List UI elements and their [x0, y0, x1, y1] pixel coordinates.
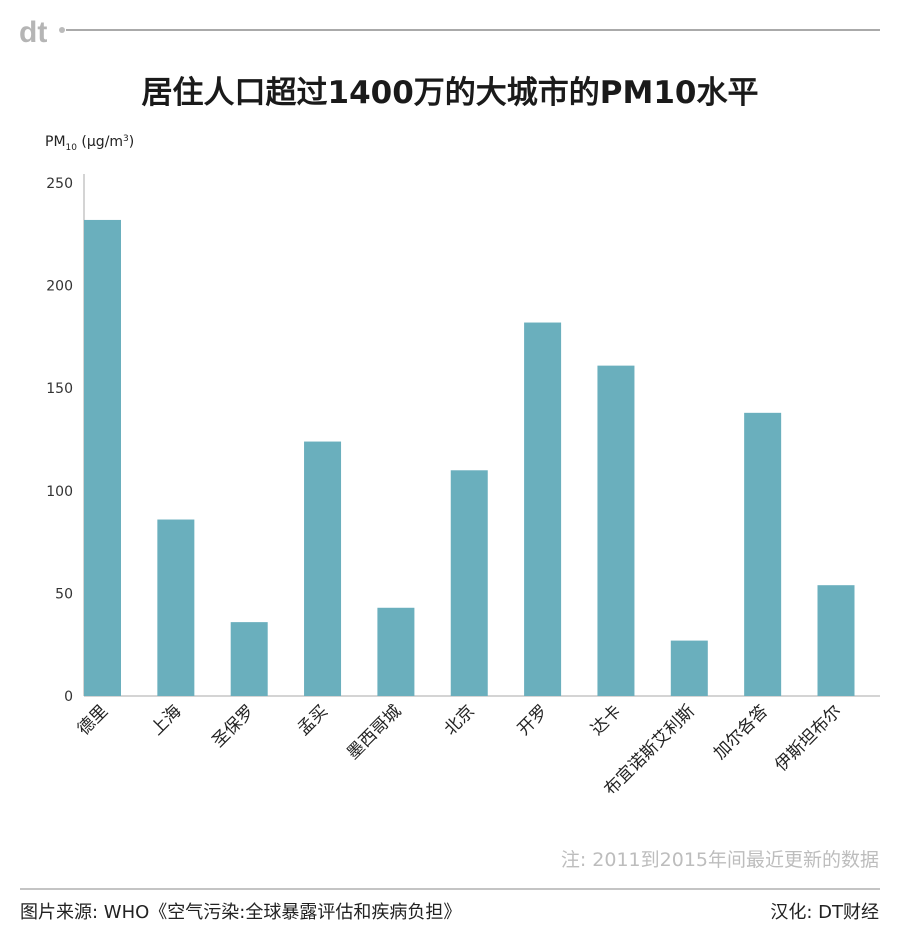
bar [157, 519, 195, 696]
chart-title: 居住人口超过1400万的大城市的PM10水平 [142, 75, 759, 111]
note: 注: 2011到2015年间最近更新的数据 [561, 849, 879, 871]
y-tick-label: 0 [64, 689, 73, 705]
bar [377, 607, 415, 696]
x-tick-label: 上海 [147, 701, 185, 739]
bar [84, 219, 121, 696]
x-tick-label: 圣保罗 [209, 701, 259, 751]
x-tick-label: 加尔各答 [710, 701, 772, 763]
bar [524, 322, 562, 696]
x-tick-label: 伊斯坦布尔 [771, 701, 845, 775]
y-axis-label: PM10 (µg/m3) [45, 134, 134, 153]
x-tick-label: 开罗 [514, 701, 552, 739]
bar [744, 412, 782, 696]
bar [230, 622, 268, 696]
y-tick-label: 100 [46, 484, 73, 500]
footer-credit: 汉化: DT财经 [770, 902, 879, 923]
y-tick-label: 50 [55, 586, 73, 602]
brand-logo: dt [19, 16, 47, 49]
y-tick-label: 200 [46, 279, 73, 295]
header-dot [59, 27, 65, 33]
y-tick-label: 250 [46, 176, 73, 192]
x-tick-label: 德里 [74, 701, 112, 739]
x-tick-label: 墨西哥城 [343, 701, 405, 763]
x-tick-label: 达卡 [587, 701, 625, 739]
bar [304, 441, 342, 696]
bar [597, 365, 635, 696]
bar [817, 585, 855, 696]
bar [450, 470, 488, 696]
x-tick-label: 北京 [441, 701, 479, 739]
bar [670, 640, 708, 696]
y-tick-label: 150 [46, 381, 73, 397]
x-tick-label: 孟买 [294, 701, 332, 739]
footer-source: 图片来源: WHO《空气污染:全球暴露评估和疾病负担》 [20, 902, 461, 923]
